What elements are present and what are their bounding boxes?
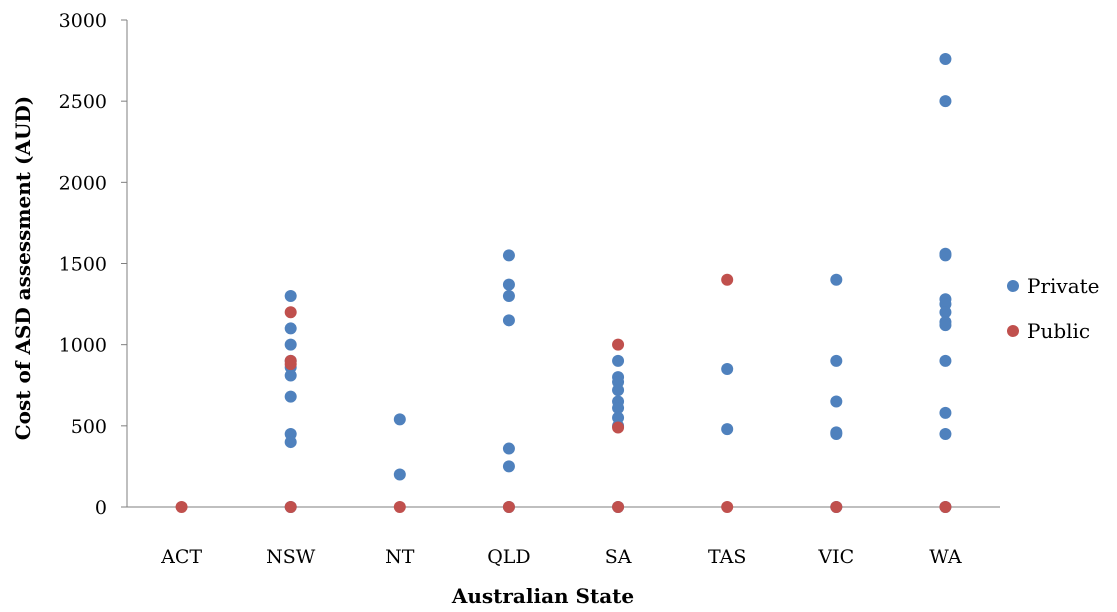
data-point-public [830,501,843,513]
x-tick-label: ACT [160,546,202,568]
y-axis-ticks: 0 500 1000 1500 2000 2500 3000 [59,10,127,519]
data-point-private [612,384,625,397]
data-point-public [284,358,297,371]
y-tick-label: 1000 [59,335,107,357]
data-point-private [830,273,843,286]
data-point-public [721,273,734,286]
data-point-private [284,338,297,351]
data-point-private [939,306,952,319]
x-axis-ticks: ACT NSW NT QLD SA TAS VIC WA [160,546,962,568]
data-point-private [830,427,843,440]
data-point-private [502,460,515,473]
legend-marker-public [1007,325,1019,337]
x-tick-label: NT [385,546,415,568]
x-tick-label: VIC [817,546,854,568]
data-point-public [612,421,625,434]
data-point-private [284,390,297,403]
data-point-private [502,249,515,262]
data-point-private [393,468,406,481]
data-point-private [721,363,734,376]
axes [126,20,1000,508]
data-point-private [502,278,515,291]
data-point-private [939,249,952,262]
data-point-private [939,95,952,108]
x-tick-label: QLD [487,546,530,568]
data-point-public [721,501,734,513]
data-point-public [612,501,625,513]
data-point-private [502,314,515,327]
data-point-private [939,406,952,419]
x-axis-title: Australian State [451,584,634,608]
data-point-private [284,369,297,382]
legend-marker-private [1007,280,1019,292]
data-point-public [502,501,515,513]
y-tick-label: 0 [95,497,107,519]
data-point-public [612,338,625,351]
y-axis-title: Cost of ASD assessment (AUD) [11,96,35,440]
data-point-private [939,52,952,65]
y-tick-label: 2500 [59,91,107,113]
data-point-public [393,501,406,513]
legend-label-public: Public [1027,319,1090,343]
x-tick-label: SA [605,546,632,568]
data-point-public [939,501,952,513]
data-point-private [393,413,406,426]
data-point-public [284,501,297,513]
data-point-private [612,401,625,414]
data-point-private [284,289,297,302]
data-point-private [502,442,515,455]
y-tick-label: 2000 [59,172,107,194]
y-tick-label: 500 [71,416,107,438]
x-tick-label: TAS [708,546,746,568]
data-point-private [284,436,297,449]
data-point-private [939,427,952,440]
x-tick-label: NSW [266,546,316,568]
y-tick-label: 3000 [59,10,107,32]
data-point-private [284,322,297,335]
data-point-private [939,354,952,367]
data-point-private [502,289,515,302]
legend-label-private: Private [1027,274,1100,298]
x-tick-label: WA [929,546,962,568]
data-point-private [830,354,843,367]
data-point-private [721,423,734,436]
data-point-private [612,354,625,367]
y-tick-label: 1500 [59,254,107,276]
legend: Private Public [1007,274,1100,343]
data-point-private [830,395,843,408]
data-point-public [284,306,297,319]
data-points [175,52,952,513]
data-point-private [939,319,952,332]
data-point-public [175,501,188,513]
